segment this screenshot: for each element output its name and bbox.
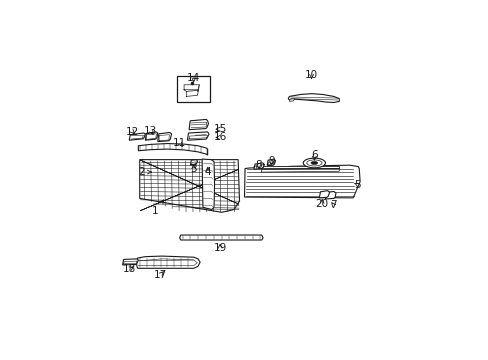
Polygon shape [190, 159, 197, 165]
Text: 5: 5 [353, 180, 360, 190]
Ellipse shape [303, 158, 325, 168]
Text: 12: 12 [126, 127, 139, 137]
Polygon shape [136, 256, 200, 268]
Polygon shape [289, 99, 294, 102]
Polygon shape [187, 132, 208, 140]
Polygon shape [189, 120, 208, 130]
Text: 13: 13 [144, 126, 157, 135]
Polygon shape [261, 166, 339, 168]
Polygon shape [138, 144, 207, 155]
Text: 17: 17 [154, 270, 167, 280]
Text: 3: 3 [190, 164, 197, 174]
Text: 8: 8 [255, 160, 262, 170]
Bar [177, 76, 210, 102]
Polygon shape [179, 235, 263, 240]
Text: 7: 7 [330, 201, 336, 210]
Polygon shape [158, 132, 171, 141]
Polygon shape [325, 192, 335, 199]
Polygon shape [129, 133, 145, 140]
Text: 16: 16 [213, 132, 226, 143]
Polygon shape [122, 259, 138, 265]
Polygon shape [145, 132, 158, 140]
Polygon shape [319, 191, 329, 198]
Text: 11: 11 [173, 138, 186, 148]
Text: 9: 9 [267, 156, 274, 166]
Polygon shape [267, 159, 275, 166]
Text: 20: 20 [315, 199, 328, 209]
Text: 2: 2 [139, 167, 151, 177]
Text: 4: 4 [204, 167, 210, 177]
Polygon shape [140, 159, 239, 212]
Polygon shape [288, 94, 339, 103]
Text: 19: 19 [213, 243, 226, 253]
Polygon shape [202, 159, 214, 210]
Text: 18: 18 [122, 264, 136, 274]
Ellipse shape [310, 161, 317, 165]
Text: 6: 6 [310, 150, 317, 161]
Text: 14: 14 [187, 73, 200, 83]
Polygon shape [244, 165, 359, 198]
Polygon shape [253, 163, 264, 169]
Text: 15: 15 [213, 124, 226, 134]
Text: 1: 1 [151, 200, 163, 216]
Text: 10: 10 [305, 70, 318, 80]
